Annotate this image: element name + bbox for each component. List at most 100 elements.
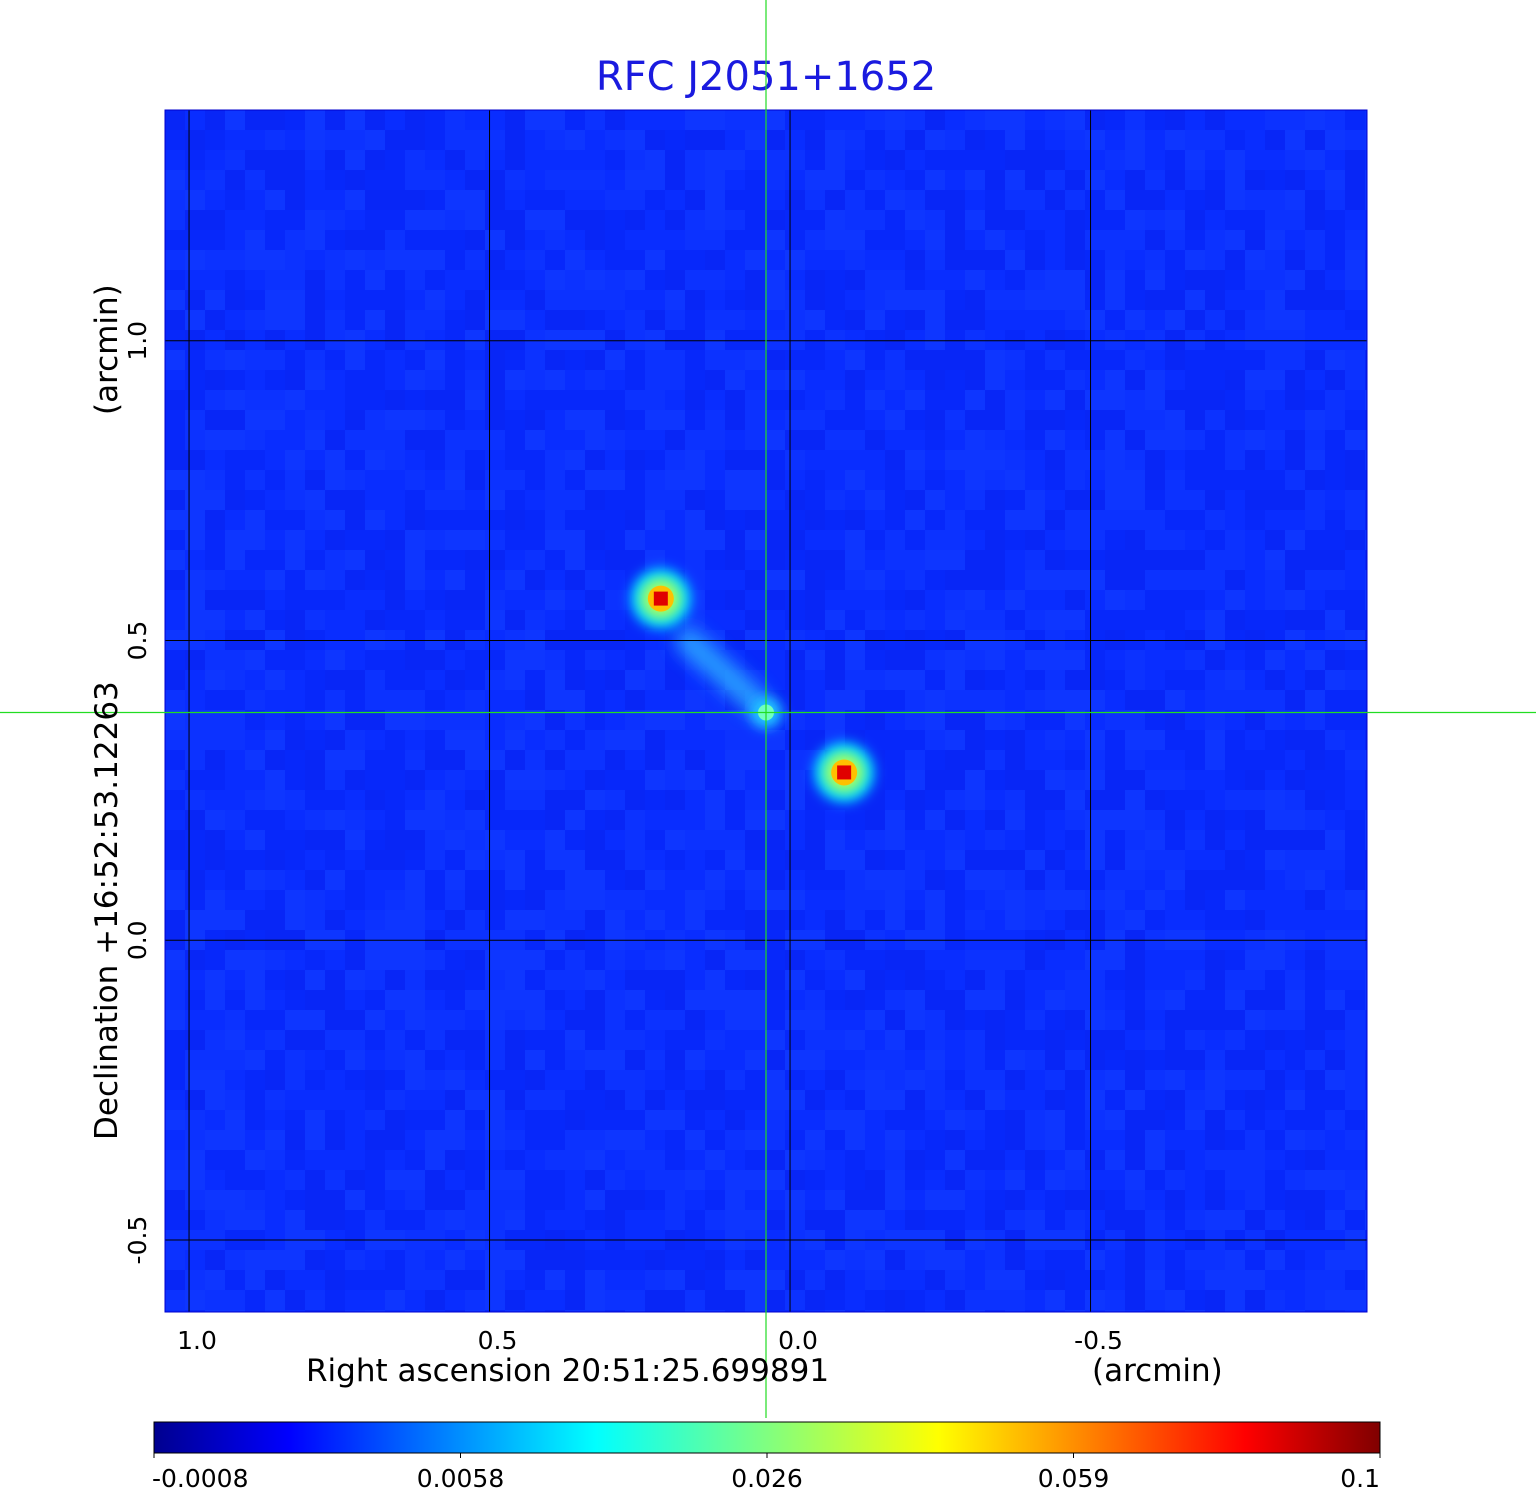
noise-cell — [1045, 510, 1065, 530]
noise-cell — [365, 570, 385, 590]
noise-cell — [505, 630, 525, 650]
noise-cell — [565, 850, 585, 870]
noise-cell — [1205, 650, 1225, 670]
noise-cell — [905, 950, 925, 970]
noise-cell — [185, 1190, 205, 1210]
noise-cell — [305, 510, 325, 530]
noise-cell — [805, 1250, 825, 1270]
noise-cell — [285, 970, 305, 990]
noise-cell — [1085, 910, 1105, 930]
noise-cell — [185, 910, 205, 930]
noise-cell — [345, 170, 365, 190]
noise-cell — [525, 1130, 545, 1150]
noise-cell — [225, 1010, 245, 1030]
noise-cell — [745, 970, 765, 990]
noise-cell — [425, 490, 445, 510]
noise-cell — [965, 350, 985, 370]
noise-cell — [745, 890, 765, 910]
noise-cell — [925, 550, 945, 570]
noise-cell — [1365, 530, 1367, 550]
noise-cell — [225, 370, 245, 390]
noise-cell — [1145, 710, 1165, 730]
noise-cell — [405, 330, 425, 350]
noise-cell — [345, 1010, 365, 1030]
noise-cell — [325, 1090, 345, 1110]
noise-cell — [405, 370, 425, 390]
noise-cell — [1005, 530, 1025, 550]
noise-cell — [345, 1150, 365, 1170]
noise-cell — [1105, 370, 1125, 390]
noise-cell — [745, 1150, 765, 1170]
noise-cell — [345, 1130, 365, 1150]
noise-cell — [1105, 670, 1125, 690]
noise-cell — [165, 150, 185, 170]
noise-cell — [205, 610, 225, 630]
noise-cell — [1205, 550, 1225, 570]
noise-cell — [945, 230, 965, 250]
noise-cell — [945, 1070, 965, 1090]
noise-cell — [265, 130, 285, 150]
noise-cell — [905, 1070, 925, 1090]
noise-cell — [345, 970, 365, 990]
noise-cell — [405, 210, 425, 230]
noise-cell — [325, 190, 345, 210]
noise-cell — [825, 650, 845, 670]
noise-cell — [305, 770, 325, 790]
noise-cell — [605, 1290, 625, 1310]
noise-cell — [665, 510, 685, 530]
noise-cell — [645, 990, 665, 1010]
noise-cell — [645, 950, 665, 970]
noise-cell — [365, 250, 385, 270]
noise-cell — [1305, 190, 1325, 210]
noise-cell — [605, 830, 625, 850]
noise-cell — [1325, 1290, 1345, 1310]
noise-cell — [945, 1270, 965, 1290]
noise-cell — [805, 230, 825, 250]
noise-cell — [1205, 730, 1225, 750]
noise-cell — [845, 370, 865, 390]
noise-cell — [1365, 1250, 1367, 1270]
noise-cell — [585, 910, 605, 930]
noise-cell — [1125, 670, 1145, 690]
x-tick-label: -0.5 — [1074, 1326, 1123, 1355]
noise-cell — [825, 330, 845, 350]
noise-cell — [565, 130, 585, 150]
noise-cell — [745, 830, 765, 850]
noise-cell — [445, 210, 465, 230]
noise-cell — [1285, 570, 1305, 590]
noise-cell — [345, 1250, 365, 1270]
noise-cell — [225, 530, 245, 550]
noise-cell — [385, 670, 405, 690]
noise-cell — [1085, 1170, 1105, 1190]
noise-cell — [945, 690, 965, 710]
noise-cell — [425, 670, 445, 690]
noise-cell — [205, 890, 225, 910]
noise-cell — [885, 1130, 905, 1150]
noise-cell — [1125, 810, 1145, 830]
noise-cell — [725, 1130, 745, 1150]
noise-cell — [445, 430, 465, 450]
noise-cell — [525, 910, 545, 930]
noise-cell — [365, 430, 385, 450]
noise-cell — [1305, 510, 1325, 530]
noise-cell — [1365, 890, 1367, 910]
noise-cell — [965, 850, 985, 870]
noise-cell — [1205, 1310, 1225, 1312]
noise-cell — [1105, 570, 1125, 590]
noise-cell — [1305, 910, 1325, 930]
noise-cell — [225, 910, 245, 930]
noise-cell — [705, 830, 725, 850]
noise-cell — [245, 530, 265, 550]
noise-cell — [965, 890, 985, 910]
noise-cell — [1065, 1050, 1085, 1070]
noise-cell — [1165, 630, 1185, 650]
noise-cell — [385, 150, 405, 170]
noise-cell — [685, 510, 705, 530]
noise-cell — [865, 350, 885, 370]
noise-cell — [1125, 450, 1145, 470]
noise-cell — [425, 1050, 445, 1070]
noise-cell — [285, 230, 305, 250]
noise-cell — [925, 1030, 945, 1050]
noise-cell — [1145, 350, 1165, 370]
noise-cell — [665, 870, 685, 890]
